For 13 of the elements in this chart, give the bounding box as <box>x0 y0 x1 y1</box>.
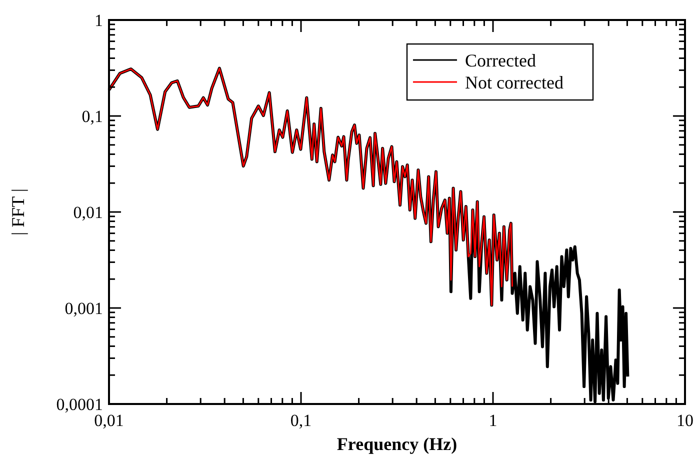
y-tick-label: 0,01 <box>73 202 103 222</box>
x-tick-label: 0,1 <box>290 411 312 430</box>
x-tick-label: 10 <box>676 411 694 430</box>
legend-label: Not corrected <box>465 72 564 92</box>
y-tick-label: 0,0001 <box>56 394 103 414</box>
y-tick-label: 0,1 <box>82 106 103 126</box>
legend-label: Corrected <box>465 50 536 70</box>
y-axis-title: | FFT | <box>8 188 28 236</box>
x-tick-label: 0,01 <box>94 411 124 430</box>
x-tick-label: 1 <box>488 411 498 430</box>
x-axis-title: Frequency (Hz) <box>336 434 458 454</box>
y-tick-label: 0,001 <box>64 298 103 318</box>
y-tick-label: 1 <box>94 10 103 30</box>
